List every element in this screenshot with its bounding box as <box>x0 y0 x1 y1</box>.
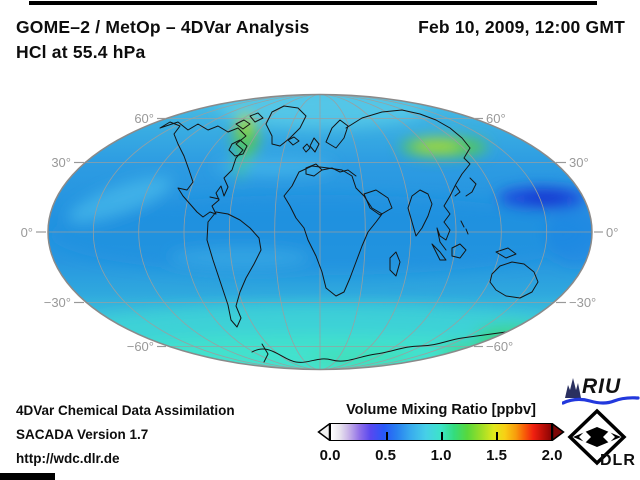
coast-antarctic-peninsula <box>261 343 269 363</box>
coast-iceland <box>287 136 300 146</box>
coast-antarctica <box>251 330 541 363</box>
coastlines <box>159 105 541 363</box>
lat-label-60s-left: −60° <box>127 339 154 354</box>
lat-label-30n-left: 30° <box>51 155 71 170</box>
colorbar <box>317 423 565 441</box>
lat-label-0-right: 0° <box>606 225 618 240</box>
map-ellipse-outline <box>47 93 593 371</box>
coast-madagascar <box>389 251 401 277</box>
colorbar-label-0.0: 0.0 <box>319 447 341 464</box>
riu-logo: RIU <box>562 375 640 407</box>
dlr-logo: DLR <box>566 408 640 472</box>
coast-africa <box>283 165 383 297</box>
dlr-emblem-icon <box>567 408 627 466</box>
coast-british-isles <box>302 137 320 153</box>
coast-hudson-bay <box>228 139 248 157</box>
timestamp: Feb 10, 2009, 12:00 GMT <box>418 17 625 37</box>
coast-korea <box>454 185 461 197</box>
page-title: GOME–2 / MetOp – 4DVar Analysis <box>16 17 310 37</box>
lat-label-0-left: 0° <box>21 225 33 240</box>
colorbar-gradient <box>330 423 552 441</box>
lat-label-60s-right: −60° <box>486 339 513 354</box>
colorbar-label-1.0: 1.0 <box>430 447 452 464</box>
coast-japan <box>465 177 477 197</box>
colorbar-tick-0.5 <box>386 432 388 440</box>
colorbar-label-0.5: 0.5 <box>375 447 396 464</box>
riu-wave-icon <box>562 396 640 405</box>
lat-label-60n-right: 60° <box>486 111 506 126</box>
map-fill-layer <box>48 94 592 370</box>
lat-label-30n-right: 30° <box>569 155 589 170</box>
coast-east-asia <box>443 147 471 223</box>
coast-philippines <box>460 220 469 235</box>
coast-borneo <box>451 243 467 259</box>
footer-line-assimilation: 4DVar Chemical Data Assimilation <box>16 403 235 418</box>
coast-scandinavia <box>325 119 349 149</box>
colorbar-tick-1.0 <box>441 432 443 440</box>
coast-iberia <box>305 163 323 177</box>
coast-new-guinea <box>495 247 517 259</box>
coast-north-america <box>159 121 247 218</box>
latitude-ticks <box>36 117 603 348</box>
bottom-left-border-bar <box>0 473 55 480</box>
top-border-bar <box>29 1 597 5</box>
colorbar-tick-1.5 <box>496 432 498 440</box>
latitude-labels: 60° 30° 0° −30° −60° 60° 30° 0° −30° −60… <box>21 111 619 354</box>
coast-australia <box>489 261 539 299</box>
page-subtitle: HCl at 55.4 hPa <box>16 42 146 62</box>
colorbar-left-arrow-icon <box>317 423 330 441</box>
colorbar-right-arrow-icon <box>552 423 565 441</box>
coast-greenland <box>265 105 307 147</box>
coast-cuba <box>209 196 220 200</box>
coast-sumatra <box>431 243 447 261</box>
dlr-label: DLR <box>600 452 636 469</box>
colorbar-label-2.0: 2.0 <box>541 447 563 464</box>
lat-label-30s-left: −30° <box>44 295 71 310</box>
coast-arabia <box>363 189 393 216</box>
colorbar-title: Volume Mixing Ratio [ppbv] <box>346 402 536 418</box>
coast-arctic-islands <box>235 112 264 130</box>
cathedral-icon <box>565 378 581 398</box>
coast-mediterranean <box>321 167 357 177</box>
lat-label-60n-left: 60° <box>134 111 154 126</box>
colorbar-label-1.5: 1.5 <box>486 447 507 464</box>
coast-south-america <box>206 211 262 328</box>
coast-india <box>407 189 433 237</box>
riu-label: RIU <box>582 375 622 398</box>
lat-label-30s-right: −30° <box>569 295 596 310</box>
coast-indochina <box>436 221 451 251</box>
footer-line-version: SACADA Version 1.7 <box>16 427 149 442</box>
footer-line-url: http://wdc.dlr.de <box>16 451 120 466</box>
coast-north-asia <box>345 109 471 149</box>
